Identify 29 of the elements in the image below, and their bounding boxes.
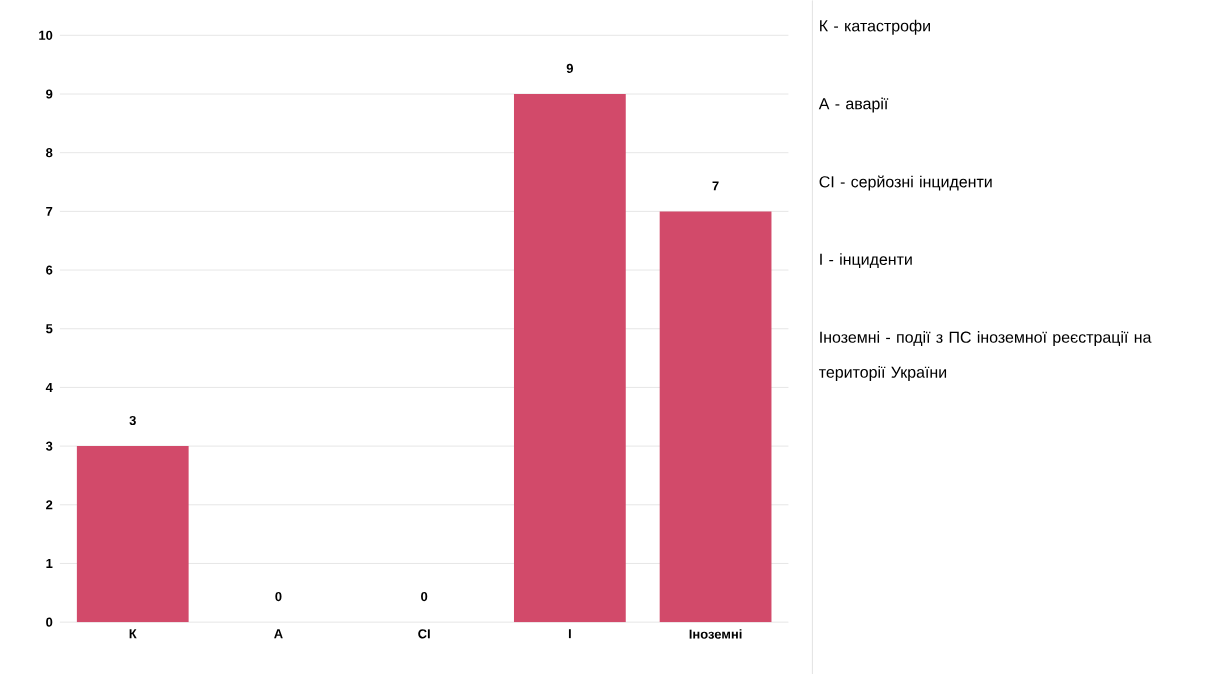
- x-tick-label: СІ: [418, 629, 430, 639]
- data-label: 0: [421, 591, 428, 601]
- y-tick-label: 5: [46, 324, 53, 334]
- y-tick-label: 9: [46, 89, 53, 99]
- y-tick-label: 1: [46, 558, 53, 568]
- y-tick-label: 10: [39, 30, 53, 40]
- y-tick-label: 2: [46, 500, 53, 510]
- bar: [659, 211, 772, 622]
- x-tick-label: А: [274, 628, 283, 638]
- x-tick-label: Іноземні: [689, 629, 742, 639]
- text: Іноземні - події з ПС іноземної реєстрації на території України: [819, 330, 1152, 381]
- y-tick-label: 8: [46, 147, 53, 158]
- bar: [513, 93, 626, 622]
- bar: [76, 445, 189, 622]
- y-tick-label: 0: [46, 617, 53, 627]
- data-label: 7: [712, 181, 719, 191]
- data-label: 9: [566, 63, 573, 73]
- text: А - аварії: [818, 97, 889, 113]
- data-label: 3: [129, 415, 136, 425]
- x-tick-label: К: [129, 628, 137, 638]
- text: К - катастрофи: [820, 19, 930, 35]
- text: СІ - серйозні інциденти: [819, 175, 992, 191]
- data-label: 0: [275, 591, 282, 601]
- y-tick-label: 6: [46, 265, 53, 275]
- y-tick-label: 7: [46, 206, 53, 216]
- text: І - інциденти: [820, 253, 912, 268]
- x-tick-label: І: [568, 628, 571, 638]
- y-tick-label: 3: [45, 441, 53, 451]
- y-tick-label: 4: [45, 382, 53, 392]
